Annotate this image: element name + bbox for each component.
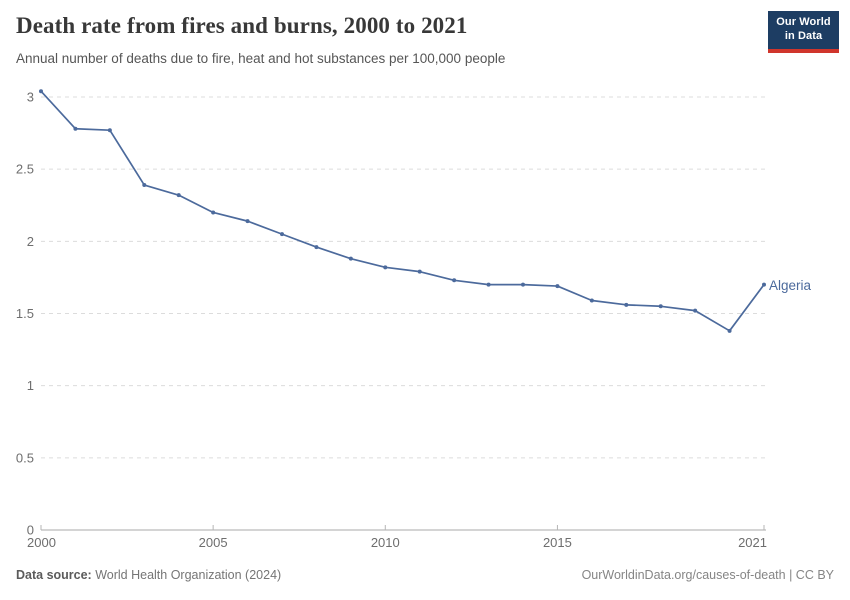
- x-tick-label: 2021: [738, 535, 767, 550]
- y-tick-label: 1: [27, 378, 34, 393]
- data-point[interactable]: [142, 183, 147, 188]
- data-source-value: World Health Organization (2024): [91, 568, 282, 582]
- data-point[interactable]: [452, 278, 457, 283]
- x-tick-label: 2005: [199, 535, 228, 550]
- y-tick-label: 0: [27, 523, 34, 538]
- series-label-algeria[interactable]: Algeria: [769, 278, 812, 293]
- y-tick-label: 0.5: [16, 450, 34, 465]
- attribution-link[interactable]: OurWorldinData.org/causes-of-death | CC …: [581, 568, 834, 582]
- data-point[interactable]: [589, 298, 594, 303]
- chart-subtitle: Annual number of deaths due to fire, hea…: [16, 51, 506, 66]
- x-tick-label: 2015: [543, 535, 572, 550]
- data-point[interactable]: [417, 269, 422, 274]
- data-point[interactable]: [107, 128, 112, 133]
- owid-logo[interactable]: Our World in Data: [768, 11, 839, 53]
- data-point[interactable]: [555, 284, 560, 289]
- data-point[interactable]: [211, 210, 216, 215]
- data-point[interactable]: [727, 328, 732, 333]
- data-point[interactable]: [693, 308, 698, 313]
- data-point[interactable]: [73, 126, 78, 131]
- data-point[interactable]: [39, 89, 43, 94]
- chart-title: Death rate from fires and burns, 2000 to…: [16, 13, 468, 38]
- y-tick-label: 2: [27, 234, 34, 249]
- data-point[interactable]: [280, 232, 284, 237]
- series-line-algeria[interactable]: [40, 90, 765, 332]
- data-point[interactable]: [245, 219, 250, 224]
- chart-footer: Data source: World Health Organization (…: [16, 568, 834, 582]
- data-source-label: Data source:: [16, 568, 92, 582]
- data-point[interactable]: [176, 193, 181, 198]
- y-tick-label: 3: [27, 90, 34, 105]
- data-point[interactable]: [314, 245, 319, 250]
- data-source-note: Data source: World Health Organization (…: [16, 568, 281, 582]
- y-tick-label: 1.5: [16, 306, 34, 321]
- data-point[interactable]: [486, 282, 491, 287]
- owid-logo-line1: Our World: [776, 16, 831, 29]
- data-point[interactable]: [624, 302, 629, 307]
- data-point[interactable]: [383, 265, 388, 270]
- data-point[interactable]: [658, 304, 663, 309]
- x-tick-label: 2000: [27, 535, 56, 550]
- owid-logo-line2: in Data: [784, 30, 823, 42]
- data-point[interactable]: [348, 256, 353, 261]
- data-point[interactable]: [762, 282, 766, 287]
- x-tick-label: 2010: [371, 535, 400, 550]
- data-point[interactable]: [521, 282, 525, 287]
- y-tick-label: 2.5: [16, 162, 34, 177]
